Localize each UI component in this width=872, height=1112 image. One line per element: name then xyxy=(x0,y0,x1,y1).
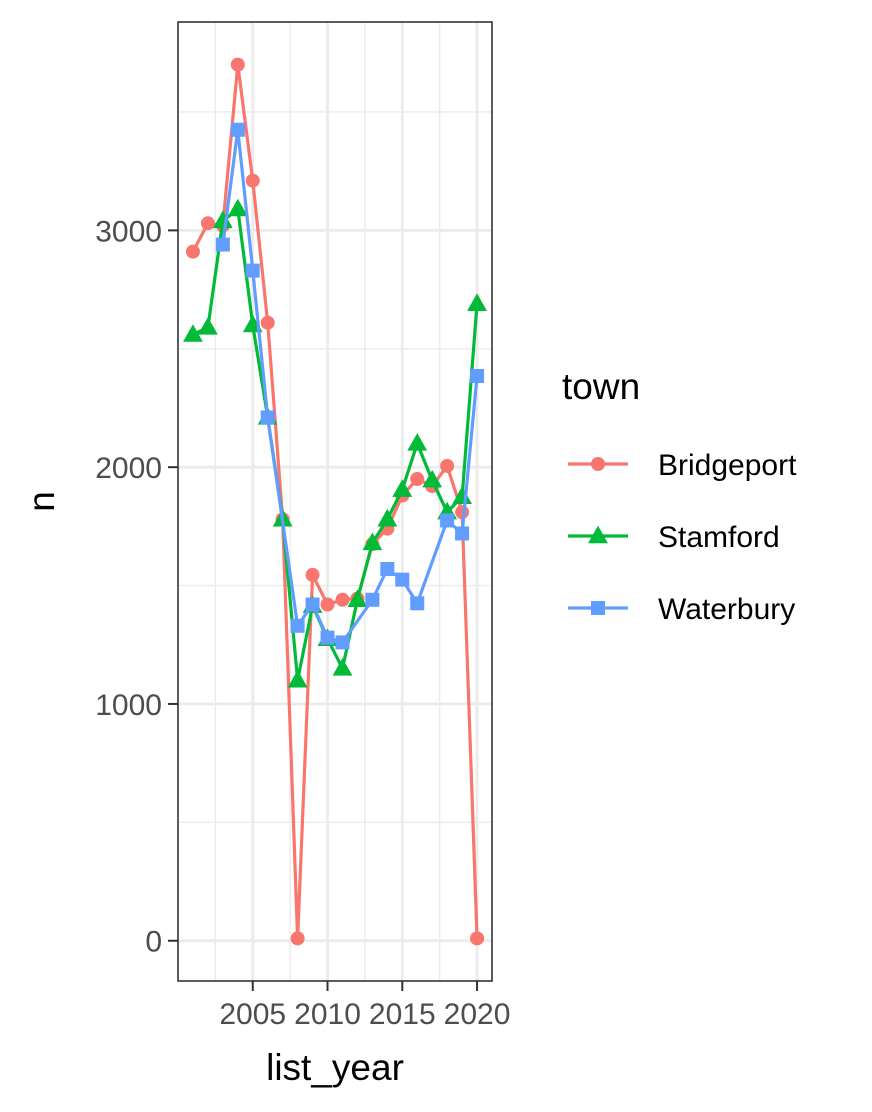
data-point-bridgeport xyxy=(410,472,425,487)
y-tick-label: 0 xyxy=(145,926,162,959)
data-point-bridgeport xyxy=(200,216,215,231)
legend-key-bridgeport: Bridgeport xyxy=(568,449,797,482)
data-point-waterbury xyxy=(410,596,425,611)
legend-marker-stamford xyxy=(588,525,608,544)
data-point-stamford xyxy=(377,508,398,527)
major-gridlines xyxy=(178,22,492,981)
series-layer xyxy=(183,57,487,946)
legend-key-waterbury: Waterbury xyxy=(568,593,795,626)
legend-title: town xyxy=(562,366,640,407)
data-point-stamford xyxy=(332,658,353,676)
data-point-waterbury xyxy=(395,572,410,587)
data-point-waterbury xyxy=(290,618,305,633)
legend-label-stamford: Stamford xyxy=(658,521,780,554)
data-point-stamford xyxy=(183,324,203,342)
y-tick-label: 1000 xyxy=(95,689,162,722)
data-point-stamford xyxy=(347,589,368,607)
series-line-stamford xyxy=(192,207,479,682)
data-point-bridgeport xyxy=(335,592,350,607)
data-point-waterbury xyxy=(245,263,260,278)
data-point-bridgeport xyxy=(470,931,485,946)
x-tick-label: 2010 xyxy=(294,998,361,1031)
data-point-waterbury xyxy=(260,410,275,425)
data-point-waterbury xyxy=(335,635,350,650)
data-point-stamford xyxy=(227,198,248,217)
y-tick-label: 2000 xyxy=(95,452,162,485)
data-point-waterbury xyxy=(215,237,230,252)
x-axis-title: list_year xyxy=(266,1047,404,1088)
data-point-bridgeport xyxy=(245,173,260,188)
data-point-stamford xyxy=(287,669,308,688)
data-point-waterbury xyxy=(470,369,485,384)
legend-label-bridgeport: Bridgeport xyxy=(658,449,797,482)
minor-gridlines xyxy=(178,22,492,981)
data-point-waterbury xyxy=(305,597,320,612)
data-point-stamford xyxy=(212,210,233,229)
data-point-waterbury xyxy=(230,122,245,137)
series-line-waterbury xyxy=(221,128,479,644)
data-point-bridgeport xyxy=(320,597,335,612)
data-point-bridgeport xyxy=(230,57,245,72)
x-tick-label: 2020 xyxy=(444,998,511,1031)
x-tick-labels: 2005 2010 2015 2020 xyxy=(219,998,510,1031)
legend: town Bridgeport Stamford Waterbury xyxy=(562,366,797,626)
data-point-waterbury xyxy=(455,526,470,541)
data-point-bridgeport xyxy=(260,315,275,330)
data-point-waterbury xyxy=(365,592,380,607)
series-line-bridgeport xyxy=(191,63,479,940)
data-point-stamford xyxy=(422,469,443,488)
y-tick-labels: 0 1000 2000 3000 xyxy=(95,215,162,958)
legend-label-waterbury: Waterbury xyxy=(658,593,795,626)
data-point-bridgeport xyxy=(440,458,455,473)
y-axis-title: n xyxy=(21,491,62,512)
legend-key-stamford: Stamford xyxy=(568,521,780,554)
y-tick-label: 3000 xyxy=(95,215,162,248)
series-stamford xyxy=(183,198,487,688)
legend-marker-waterbury xyxy=(591,601,605,615)
data-point-waterbury xyxy=(380,561,395,576)
data-point-stamford xyxy=(452,486,472,504)
data-point-waterbury xyxy=(320,630,335,645)
data-point-bridgeport xyxy=(305,567,320,582)
panel-border xyxy=(177,21,493,982)
data-point-stamford xyxy=(407,433,428,451)
data-point-bridgeport xyxy=(290,931,305,946)
data-point-stamford xyxy=(392,479,413,497)
x-tick-label: 2005 xyxy=(219,998,286,1031)
series-waterbury xyxy=(215,122,485,650)
data-point-stamford xyxy=(362,532,383,551)
data-point-waterbury xyxy=(440,513,455,528)
data-point-bridgeport xyxy=(185,244,200,259)
x-tick-label: 2015 xyxy=(369,998,436,1031)
data-point-stamford xyxy=(467,293,487,311)
axis-ticks xyxy=(168,229,479,991)
legend-keys: Bridgeport Stamford Waterbury xyxy=(568,449,797,626)
legend-marker-bridgeport xyxy=(591,457,605,471)
data-point-stamford xyxy=(198,317,218,335)
